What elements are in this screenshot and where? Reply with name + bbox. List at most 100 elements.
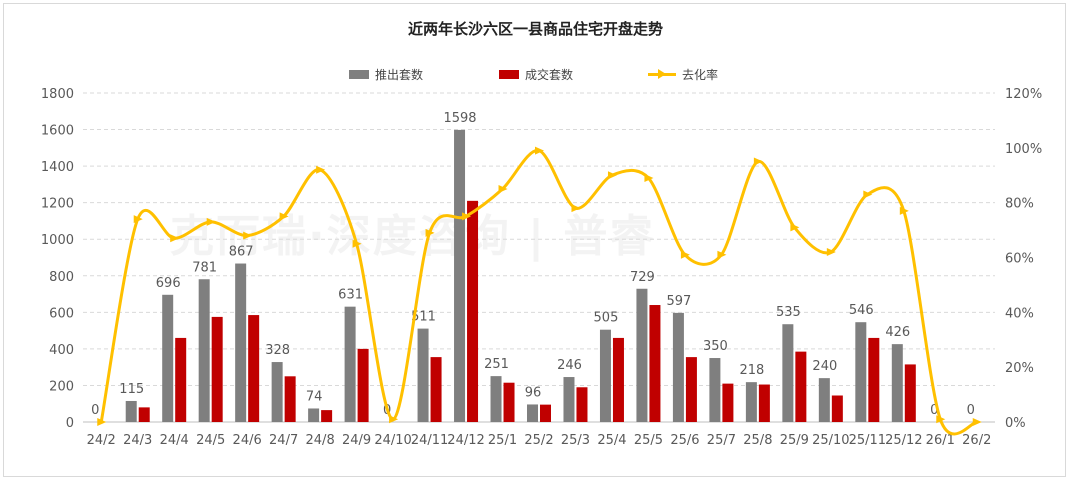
line-rate-marker — [279, 212, 289, 221]
x-tick-label: 25/1 — [488, 433, 517, 448]
data-label-pushed: 426 — [885, 325, 910, 340]
data-label-pushed: 74 — [306, 389, 323, 404]
x-tick-label: 24/4 — [160, 433, 189, 448]
bar-pushed — [709, 358, 721, 422]
bar-pushed — [782, 324, 794, 422]
data-label-pushed: 0 — [967, 403, 975, 418]
x-tick-label: 25/2 — [524, 433, 553, 448]
line-rate-marker — [680, 250, 690, 259]
bar-pushed — [490, 376, 502, 422]
y-left-tick-label: 200 — [49, 379, 74, 394]
bar-sold — [722, 383, 734, 422]
bar-pushed — [599, 329, 611, 422]
data-label-pushed: 597 — [667, 294, 692, 309]
legend-swatch-rate — [648, 69, 676, 79]
line-rate-marker — [644, 173, 654, 182]
legend-item-pushed: 推出套数 — [349, 66, 423, 83]
y-left-tick-label: 800 — [49, 270, 74, 285]
y-left-tick-label: 1400 — [41, 160, 74, 175]
data-label-pushed: 535 — [776, 305, 801, 320]
y-right-tick-label: 20% — [1005, 361, 1034, 376]
x-tick-label: 24/3 — [123, 433, 152, 448]
bar-pushed — [308, 408, 320, 422]
x-tick-label: 25/10 — [812, 433, 849, 448]
data-label-pushed: 0 — [91, 403, 99, 418]
x-tick-label: 25/9 — [780, 433, 809, 448]
line-rate-marker — [535, 146, 544, 155]
x-tick-label: 24/6 — [233, 433, 262, 448]
bar-sold — [467, 200, 479, 422]
data-label-pushed: 96 — [525, 385, 542, 400]
x-tick-label: 24/11 — [411, 433, 448, 448]
line-rate-marker — [97, 418, 107, 426]
x-tick-label: 25/7 — [707, 433, 736, 448]
data-label-pushed: 251 — [484, 357, 509, 372]
bar-pushed — [344, 306, 356, 422]
bar-sold — [430, 357, 442, 422]
x-tick-label: 25/8 — [743, 433, 772, 448]
bar-sold — [904, 364, 916, 422]
x-tick-label: 24/8 — [306, 433, 335, 448]
bar-pushed — [527, 404, 538, 422]
bar-pushed — [235, 263, 247, 422]
x-tick-label: 24/2 — [87, 433, 116, 448]
bar-sold — [612, 337, 624, 422]
y-right-tick-label: 0% — [1005, 416, 1026, 431]
y-left-tick-label: 1600 — [41, 124, 74, 139]
bar-sold — [248, 315, 260, 422]
bar-sold — [576, 387, 588, 422]
y-left-tick-label: 0 — [66, 416, 74, 431]
line-rate-marker — [972, 418, 982, 426]
y-left-tick-label: 600 — [49, 306, 74, 321]
bar-sold — [540, 404, 551, 422]
bar-sold — [138, 407, 150, 422]
y-left-tick-label: 400 — [49, 343, 74, 358]
bar-pushed — [271, 362, 283, 422]
y-right-tick-label: 60% — [1005, 252, 1034, 267]
data-label-pushed: 729 — [630, 270, 655, 285]
y-right-tick-label: 120% — [1005, 87, 1042, 102]
bar-sold — [795, 351, 807, 422]
legend-swatch-sold — [499, 70, 519, 79]
line-rate-marker — [462, 212, 472, 221]
data-label-pushed: 546 — [849, 303, 874, 318]
line-rate-marker — [170, 234, 180, 243]
line-rate-marker — [389, 415, 399, 424]
line-rate-marker — [899, 206, 909, 215]
x-tick-label: 25/5 — [634, 433, 663, 448]
data-label-pushed: 218 — [739, 363, 764, 378]
legend-label-rate: 去化率 — [682, 68, 719, 82]
x-tick-label: 24/9 — [342, 433, 371, 448]
x-tick-label: 25/6 — [670, 433, 699, 448]
bar-sold — [758, 384, 770, 422]
bar-pushed — [636, 288, 648, 422]
line-rate-marker — [352, 239, 362, 248]
bar-pushed — [162, 294, 174, 422]
x-tick-label: 26/1 — [926, 433, 955, 448]
line-rate-marker — [790, 223, 800, 232]
bar-pushed — [563, 377, 575, 422]
bar-pushed — [417, 328, 429, 422]
data-label-pushed: 696 — [156, 276, 181, 291]
x-tick-label: 24/5 — [196, 433, 225, 448]
bar-pushed — [818, 378, 830, 422]
y-right-tick-label: 40% — [1005, 306, 1034, 321]
x-tick-label: 25/3 — [561, 433, 590, 448]
data-label-pushed: 505 — [594, 311, 619, 326]
bar-pushed — [745, 382, 757, 422]
line-rate-marker — [243, 231, 253, 240]
line-rate-marker — [133, 215, 143, 224]
line-rate-marker — [753, 157, 763, 166]
bar-pushed — [891, 344, 903, 422]
chart-title: 近两年长沙六区一县商品住宅开盘走势 — [407, 20, 663, 38]
line-rate-marker — [498, 184, 508, 193]
data-label-pushed: 328 — [265, 343, 290, 358]
line-rate-marker — [936, 415, 946, 424]
line-rate-marker — [316, 165, 326, 174]
bar-sold — [503, 382, 515, 422]
bar-pushed — [198, 279, 210, 422]
line-rate-marker — [717, 250, 727, 259]
data-label-pushed: 350 — [703, 339, 728, 354]
data-label-pushed: 1598 — [443, 111, 476, 126]
